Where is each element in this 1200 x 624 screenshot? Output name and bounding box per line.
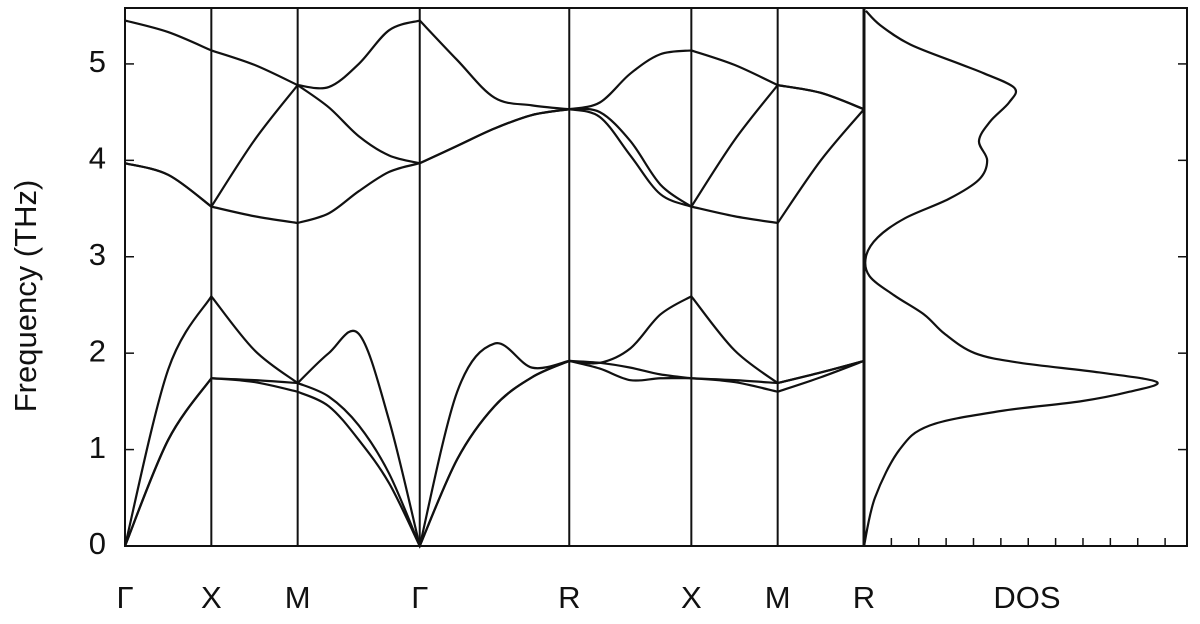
y-tick-label: 0 bbox=[89, 526, 106, 561]
band-line bbox=[123, 359, 865, 549]
x-tick-label: Γ bbox=[116, 580, 133, 615]
y-tick-label: 3 bbox=[89, 237, 106, 272]
y-tick-label: 4 bbox=[89, 141, 106, 176]
x-tick-label: M bbox=[765, 580, 791, 615]
x-tick-label: X bbox=[201, 580, 222, 615]
y-tick-label: 2 bbox=[89, 333, 106, 368]
band-line bbox=[123, 294, 865, 547]
y-tick-label: 1 bbox=[89, 430, 106, 465]
x-axis-label: DOS bbox=[993, 580, 1060, 615]
x-tick-label: Γ bbox=[411, 580, 428, 615]
y-tick-label: 5 bbox=[89, 44, 106, 79]
y-axis-label: Frequency (THz) bbox=[8, 180, 43, 413]
x-tick-label: R bbox=[558, 580, 580, 615]
band-line bbox=[123, 359, 865, 549]
band-line bbox=[124, 19, 865, 111]
x-tick-label: X bbox=[681, 580, 702, 615]
dos-curve bbox=[862, 10, 1159, 547]
band-line bbox=[124, 83, 865, 209]
x-tick-label: M bbox=[285, 580, 311, 615]
plot-frame bbox=[124, 7, 1188, 547]
x-tick-label: R bbox=[853, 580, 875, 615]
